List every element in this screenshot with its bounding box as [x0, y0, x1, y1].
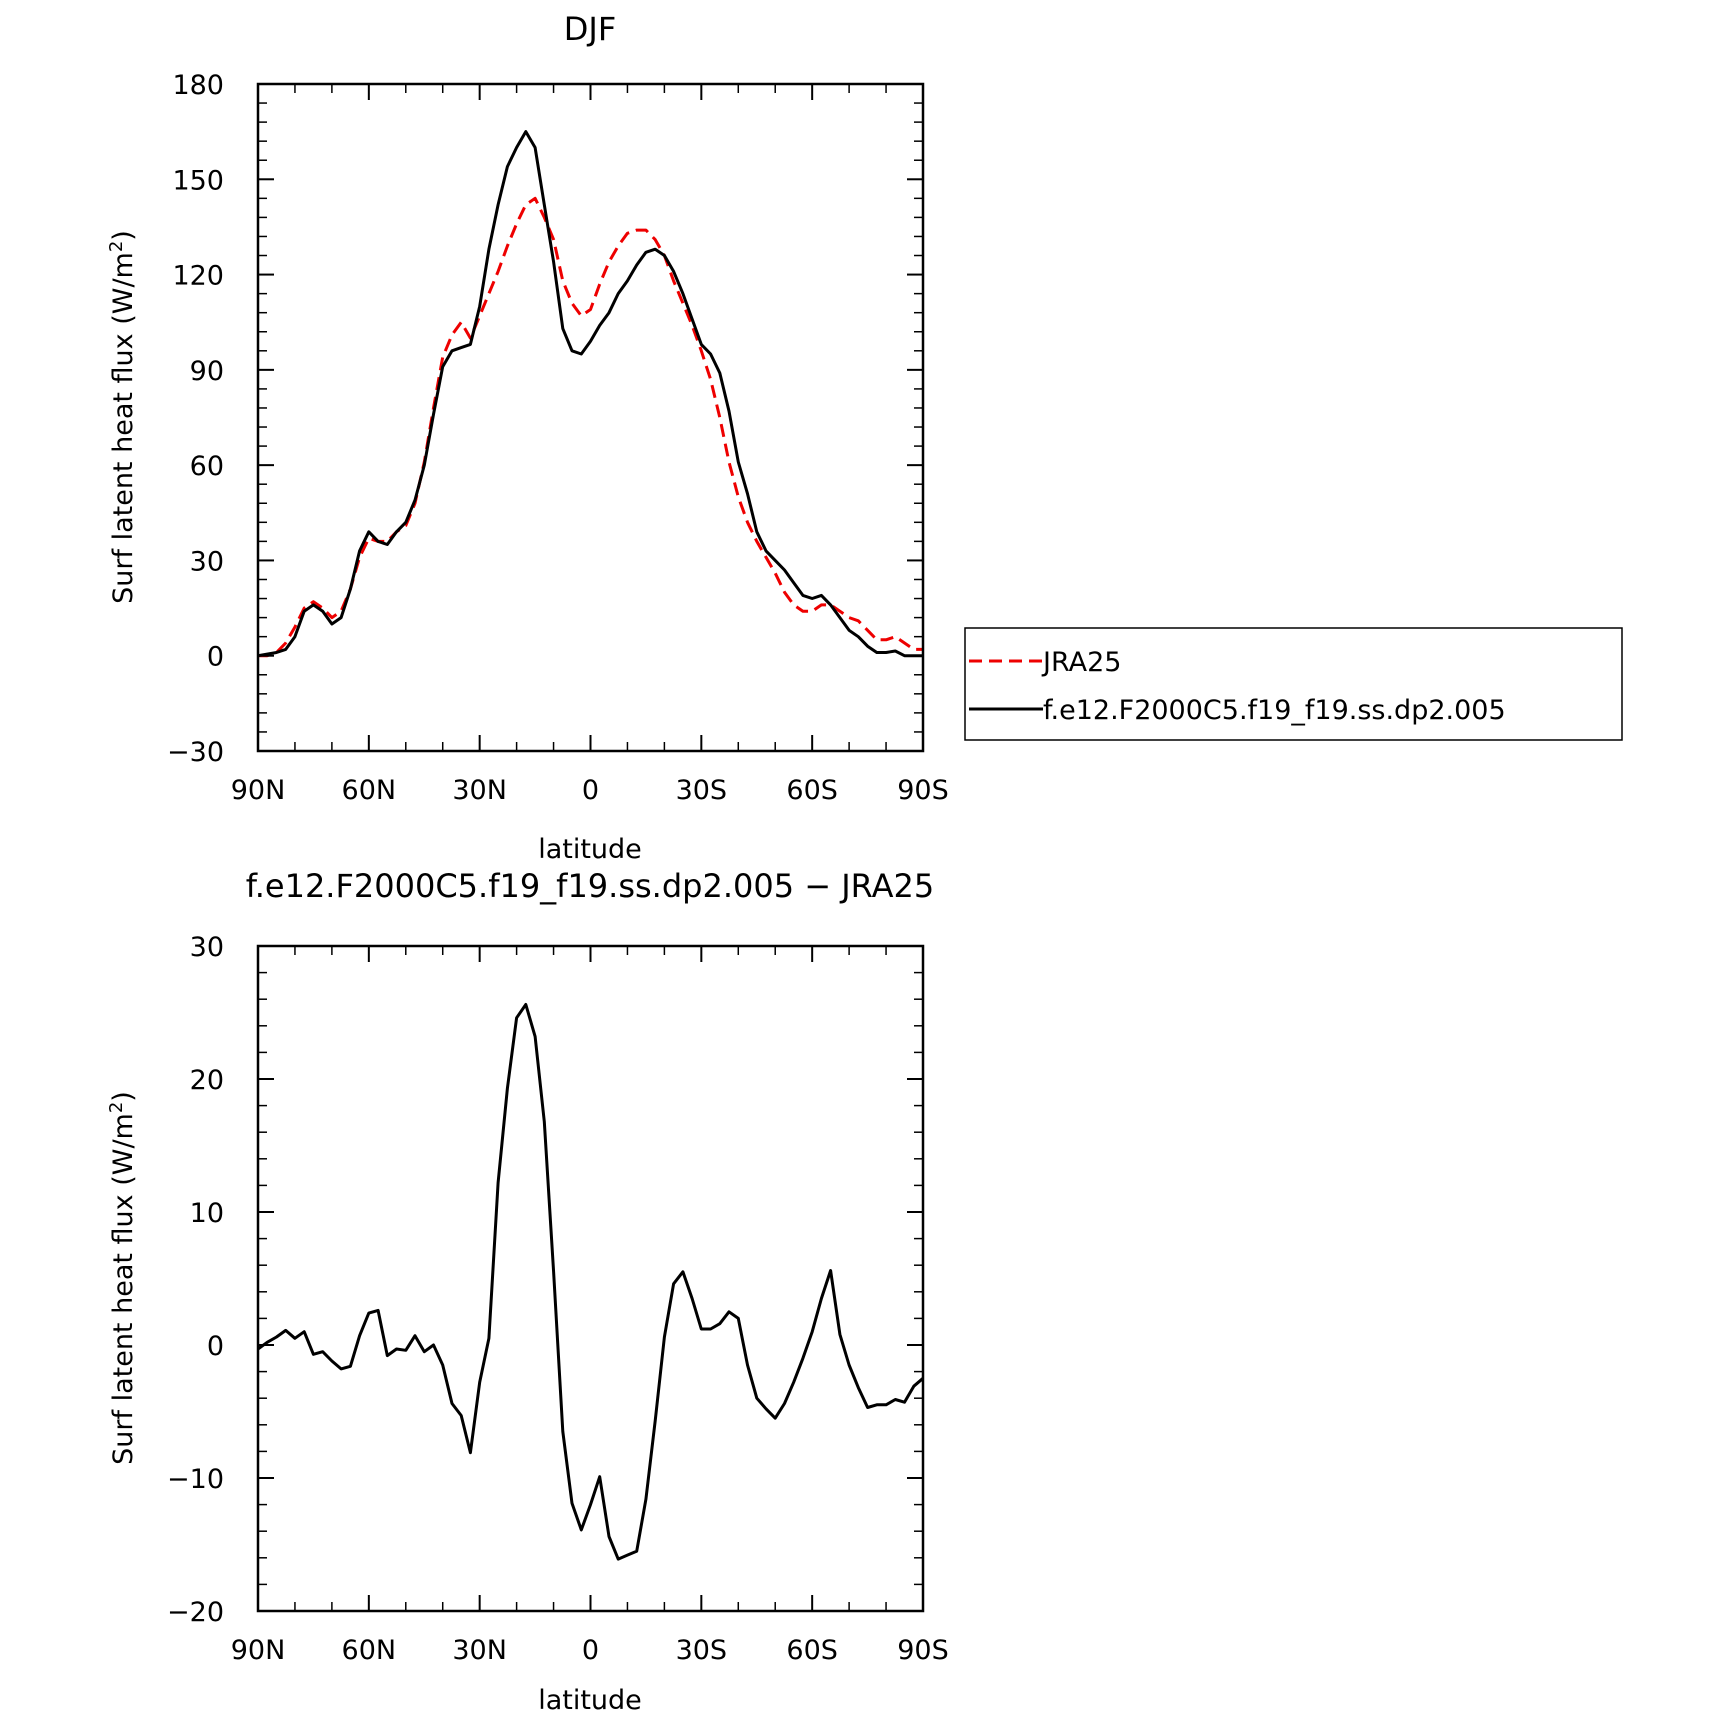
x-tick-label: 90S — [897, 775, 949, 806]
axis-ticks: 90N 60N 30N 0 30S 60S 90S −20 −10 0 10 20 30 — [167, 932, 949, 1666]
x-axis-title: latitude — [538, 834, 642, 865]
y-tick-label: 10 — [190, 1198, 224, 1229]
x-tick-label: 60N — [342, 1635, 397, 1666]
x-tick-label: 90N — [231, 775, 286, 806]
y-tick-label: 180 — [172, 70, 224, 101]
x-tick-label: 60N — [342, 775, 397, 806]
legend-box — [964, 627, 1623, 741]
plot-frame — [256, 944, 925, 1613]
chart-title: DJF — [564, 10, 616, 48]
plot-area — [257, 1003, 924, 1561]
djf-panel: DJF 90N 60N 30N 0 30S 60S 90S −30 0 30 60 90 120 150 1… — [106, 10, 1623, 865]
y-tick-label: −10 — [167, 1464, 224, 1495]
y-tick-label: 90 — [190, 356, 224, 387]
plot-frame — [256, 82, 925, 753]
x-tick-label: 90N — [231, 1635, 286, 1666]
x-tick-label: 60S — [786, 1635, 838, 1666]
x-tick-label: 60S — [786, 775, 838, 806]
y-tick-label: 120 — [172, 261, 224, 292]
legend-label-jra25: JRA25 — [1041, 647, 1121, 678]
y-tick-label: 150 — [172, 165, 224, 196]
series-line-model — [257, 130, 923, 658]
difference-panel: f.e12.F2000C5.f19_f19.ss.dp2.005 − JRA25… — [106, 867, 949, 1713]
y-axis-title: Surf latent heat flux (W/m2) — [106, 230, 139, 604]
y-tick-label: 20 — [190, 1065, 224, 1096]
x-tick-label: 0 — [582, 775, 599, 806]
x-axis-title: latitude — [538, 1685, 642, 1713]
plot-area — [257, 130, 923, 658]
legend-label-model: f.e12.F2000C5.f19_f19.ss.dp2.005 — [1043, 695, 1506, 726]
y-tick-label: 30 — [190, 546, 224, 577]
y-tick-label: 30 — [190, 932, 224, 963]
series-line-difference — [257, 1003, 924, 1561]
x-tick-label: 30N — [452, 1635, 507, 1666]
axis-ticks: 90N 60N 30N 0 30S 60S 90S −30 0 30 60 90 120 150 180 — [167, 70, 949, 806]
series-line-jra25 — [258, 196, 923, 658]
x-tick-label: 0 — [582, 1635, 599, 1666]
y-tick-label: −20 — [167, 1597, 224, 1628]
x-tick-label: 90S — [897, 1635, 949, 1666]
legend: JRA25 f.e12.F2000C5.f19_f19.ss.dp2.005 — [964, 627, 1623, 741]
y-tick-label: −30 — [167, 737, 224, 768]
y-tick-label: 60 — [190, 451, 224, 482]
x-tick-label: 30S — [676, 1635, 728, 1666]
chart-title: f.e12.F2000C5.f19_f19.ss.dp2.005 − JRA25 — [246, 867, 934, 905]
y-tick-label: 0 — [207, 1331, 224, 1362]
y-axis-title: Surf latent heat flux (W/m2) — [106, 1091, 139, 1465]
y-tick-label: 0 — [207, 642, 224, 673]
x-tick-label: 30N — [452, 775, 507, 806]
x-tick-label: 30S — [676, 775, 728, 806]
